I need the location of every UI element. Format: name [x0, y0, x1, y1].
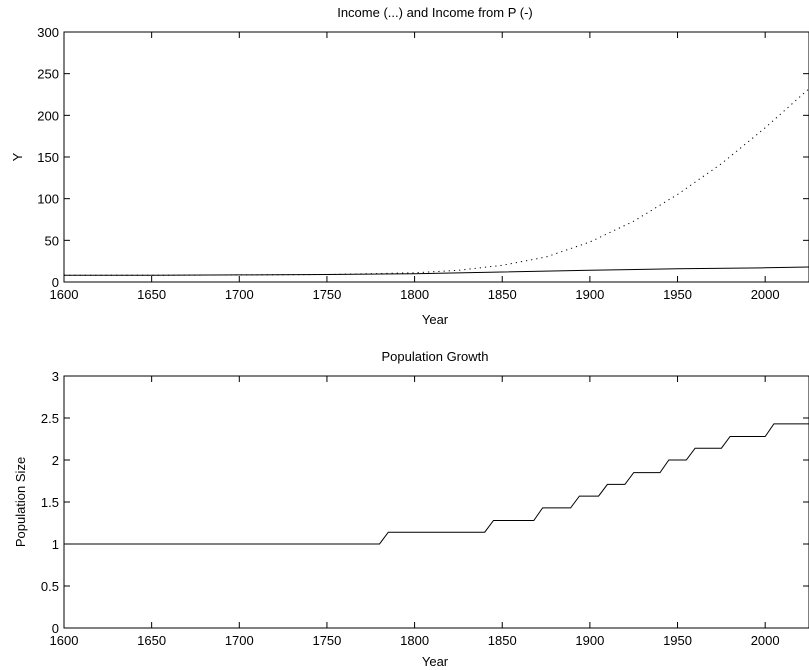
population-chart-y-tick-label: 2: [52, 453, 59, 468]
population-chart-y-tick-label: 0: [52, 621, 59, 636]
income-chart-y-label: Y: [10, 152, 25, 161]
income-chart-title: Income (...) and Income from P (-): [337, 5, 533, 20]
income-chart-series-0-line: [64, 88, 809, 276]
income-chart-y-ticks: 0 50 100 150 200 250 300: [37, 25, 809, 290]
income-chart-series: [64, 88, 809, 276]
income-chart-x-ticks: 1600 1650 1700 1750 1800 1850 1900 1950 2000: [50, 32, 780, 302]
population-chart-y-tick-label: 1: [52, 537, 59, 552]
population-chart: Population Growth 1600 1650 1700 1750 1800 18…: [13, 349, 809, 669]
population-chart-y-label: Population Size: [13, 457, 28, 547]
income-chart-y-tick-label: 200: [37, 108, 59, 123]
income-chart-y-tick-label: 100: [37, 192, 59, 207]
population-chart-y-tick-label: 1.5: [41, 495, 59, 510]
income-chart-x-tick-label: 2000: [751, 287, 780, 302]
income-chart-x-tick-label: 1850: [488, 287, 517, 302]
income-chart: Income (...) and Income from P (-) 1600 1…: [10, 5, 809, 327]
population-chart-x-tick-label: 1650: [137, 633, 166, 648]
income-chart-y-tick-label: 0: [52, 275, 59, 290]
population-chart-x-tick-label: 1600: [50, 633, 79, 648]
income-chart-x-tick-label: 1650: [137, 287, 166, 302]
income-chart-x-tick-label: 1900: [575, 287, 604, 302]
income-chart-x-label: Year: [422, 312, 449, 327]
population-chart-y-tick-label: 3: [52, 369, 59, 384]
population-chart-x-ticks: 1600 1650 1700 1750 1800 1850 1900 1950 2000: [50, 376, 780, 648]
income-chart-y-tick-label: 250: [37, 67, 59, 82]
income-chart-series-1-line: [64, 266, 809, 276]
population-chart-series-0-line: [64, 423, 809, 545]
income-chart-x-tick-label: 1750: [312, 287, 341, 302]
population-chart-x-tick-label: 1700: [225, 633, 254, 648]
population-chart-x-tick-label: 1900: [575, 633, 604, 648]
population-chart-y-tick-label: 2.5: [41, 411, 59, 426]
income-chart-y-tick-label: 300: [37, 25, 59, 40]
income-chart-x-tick-label: 1950: [663, 287, 692, 302]
income-chart-x-tick-label: 1600: [50, 287, 79, 302]
income-chart-y-tick-label: 150: [37, 150, 59, 165]
population-chart-axes-box: [63, 375, 809, 629]
income-chart-axes-box: [63, 31, 809, 283]
population-chart-x-tick-label: 1800: [400, 633, 429, 648]
population-chart-x-tick-label: 1750: [312, 633, 341, 648]
population-chart-title: Population Growth: [382, 349, 489, 364]
population-chart-x-tick-label: 2000: [751, 633, 780, 648]
population-chart-y-ticks: 0 0.5 1 1.5 2 2.5 3: [41, 369, 809, 636]
income-chart-y-tick-label: 50: [45, 233, 59, 248]
income-chart-x-tick-label: 1800: [400, 287, 429, 302]
income-chart-x-tick-label: 1700: [225, 287, 254, 302]
population-chart-x-tick-label: 1950: [663, 633, 692, 648]
population-chart-y-tick-label: 0.5: [41, 579, 59, 594]
population-chart-x-tick-label: 1850: [488, 633, 517, 648]
population-chart-series: [64, 423, 809, 545]
population-chart-x-label: Year: [422, 654, 449, 669]
